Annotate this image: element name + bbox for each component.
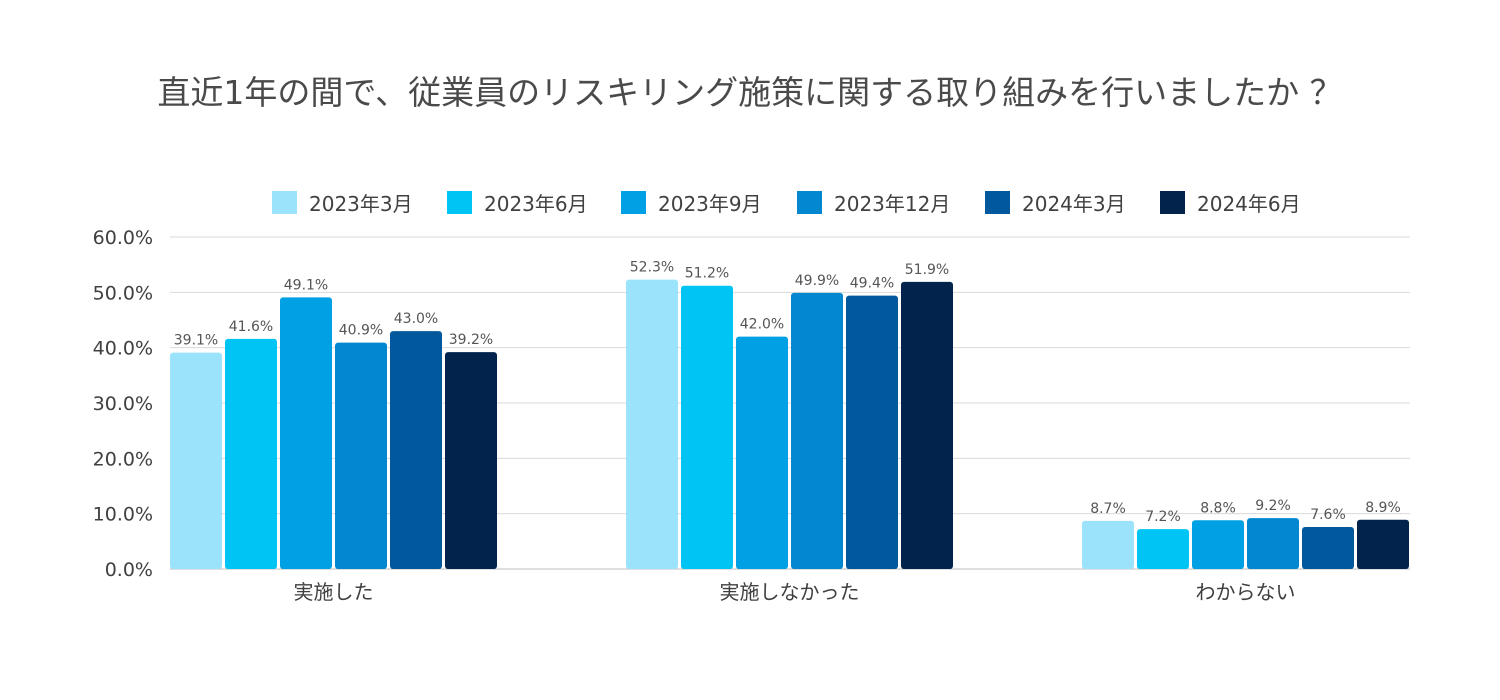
bar bbox=[846, 295, 898, 569]
x-category-label: 実施しなかった bbox=[720, 580, 860, 604]
bar bbox=[736, 336, 788, 569]
bars bbox=[170, 279, 1409, 569]
data-labels: 39.1% 41.6% 49.1% 40.9% 43.0% 39.2% 52.3% 51.2%… bbox=[174, 260, 1401, 526]
bar bbox=[445, 352, 497, 569]
bar bbox=[901, 281, 953, 569]
legend: 2023年3月 2023年6月 2023年9月 2023年12月 2024年3月 2024… bbox=[272, 191, 1301, 216]
y-tick-label: 60.0% bbox=[93, 227, 153, 249]
legend-swatch bbox=[272, 191, 297, 214]
legend-swatch bbox=[1160, 191, 1185, 214]
data-label: 8.9% bbox=[1365, 500, 1401, 516]
x-category-label: わからない bbox=[1196, 580, 1296, 604]
bar bbox=[1302, 526, 1354, 569]
bar bbox=[791, 292, 843, 569]
y-tick-label: 50.0% bbox=[93, 282, 153, 304]
y-axis: 0.0% 10.0% 20.0% 30.0% 40.0% 50.0% 60.0% bbox=[93, 227, 153, 581]
bar bbox=[681, 285, 733, 569]
data-label: 49.9% bbox=[795, 273, 839, 289]
bar bbox=[626, 279, 678, 569]
data-label: 49.1% bbox=[284, 277, 328, 293]
legend-label: 2023年3月 bbox=[309, 192, 413, 216]
data-label: 8.7% bbox=[1090, 501, 1126, 517]
data-label: 43.0% bbox=[394, 311, 438, 327]
legend-swatch bbox=[621, 191, 646, 214]
y-tick-label: 20.0% bbox=[93, 448, 153, 470]
bar bbox=[1247, 518, 1299, 569]
bar bbox=[1082, 520, 1134, 569]
data-label: 42.0% bbox=[740, 317, 784, 333]
legend-swatch bbox=[447, 191, 472, 214]
chart-title: 直近1年の間で、従業員のリスキリング施策に関する取り組みを行いましたか ？ bbox=[157, 73, 1342, 112]
data-label: 40.9% bbox=[339, 323, 383, 339]
bar bbox=[225, 338, 277, 569]
legend-label: 2024年3月 bbox=[1022, 192, 1126, 216]
x-axis: 実施した 実施しなかった わからない bbox=[294, 580, 1296, 604]
legend-label: 2023年12月 bbox=[834, 192, 950, 216]
data-label: 39.2% bbox=[449, 332, 493, 348]
legend-swatch bbox=[797, 191, 822, 214]
data-label: 7.2% bbox=[1145, 509, 1181, 525]
bar bbox=[170, 352, 222, 569]
data-label: 41.6% bbox=[229, 319, 273, 335]
data-label: 39.1% bbox=[174, 333, 218, 349]
legend-swatch bbox=[985, 191, 1010, 214]
legend-label: 2023年6月 bbox=[484, 192, 588, 216]
bar bbox=[1137, 529, 1189, 569]
y-tick-label: 0.0% bbox=[105, 559, 153, 581]
y-tick-label: 40.0% bbox=[93, 338, 153, 360]
bar bbox=[280, 297, 332, 569]
data-label: 49.4% bbox=[850, 276, 894, 292]
data-label: 51.2% bbox=[685, 266, 729, 282]
legend-label: 2023年9月 bbox=[658, 192, 762, 216]
data-label: 52.3% bbox=[630, 260, 674, 276]
bar bbox=[1192, 520, 1244, 569]
bar bbox=[1357, 519, 1409, 569]
legend-label: 2024年6月 bbox=[1197, 192, 1301, 216]
bar bbox=[390, 331, 442, 569]
y-tick-label: 10.0% bbox=[93, 504, 153, 526]
data-label: 8.8% bbox=[1200, 500, 1236, 516]
y-tick-label: 30.0% bbox=[93, 393, 153, 415]
data-label: 51.9% bbox=[905, 262, 949, 278]
bar bbox=[335, 342, 387, 569]
data-label: 7.6% bbox=[1310, 507, 1346, 523]
x-category-label: 実施した bbox=[294, 580, 374, 604]
data-label: 9.2% bbox=[1255, 498, 1291, 514]
